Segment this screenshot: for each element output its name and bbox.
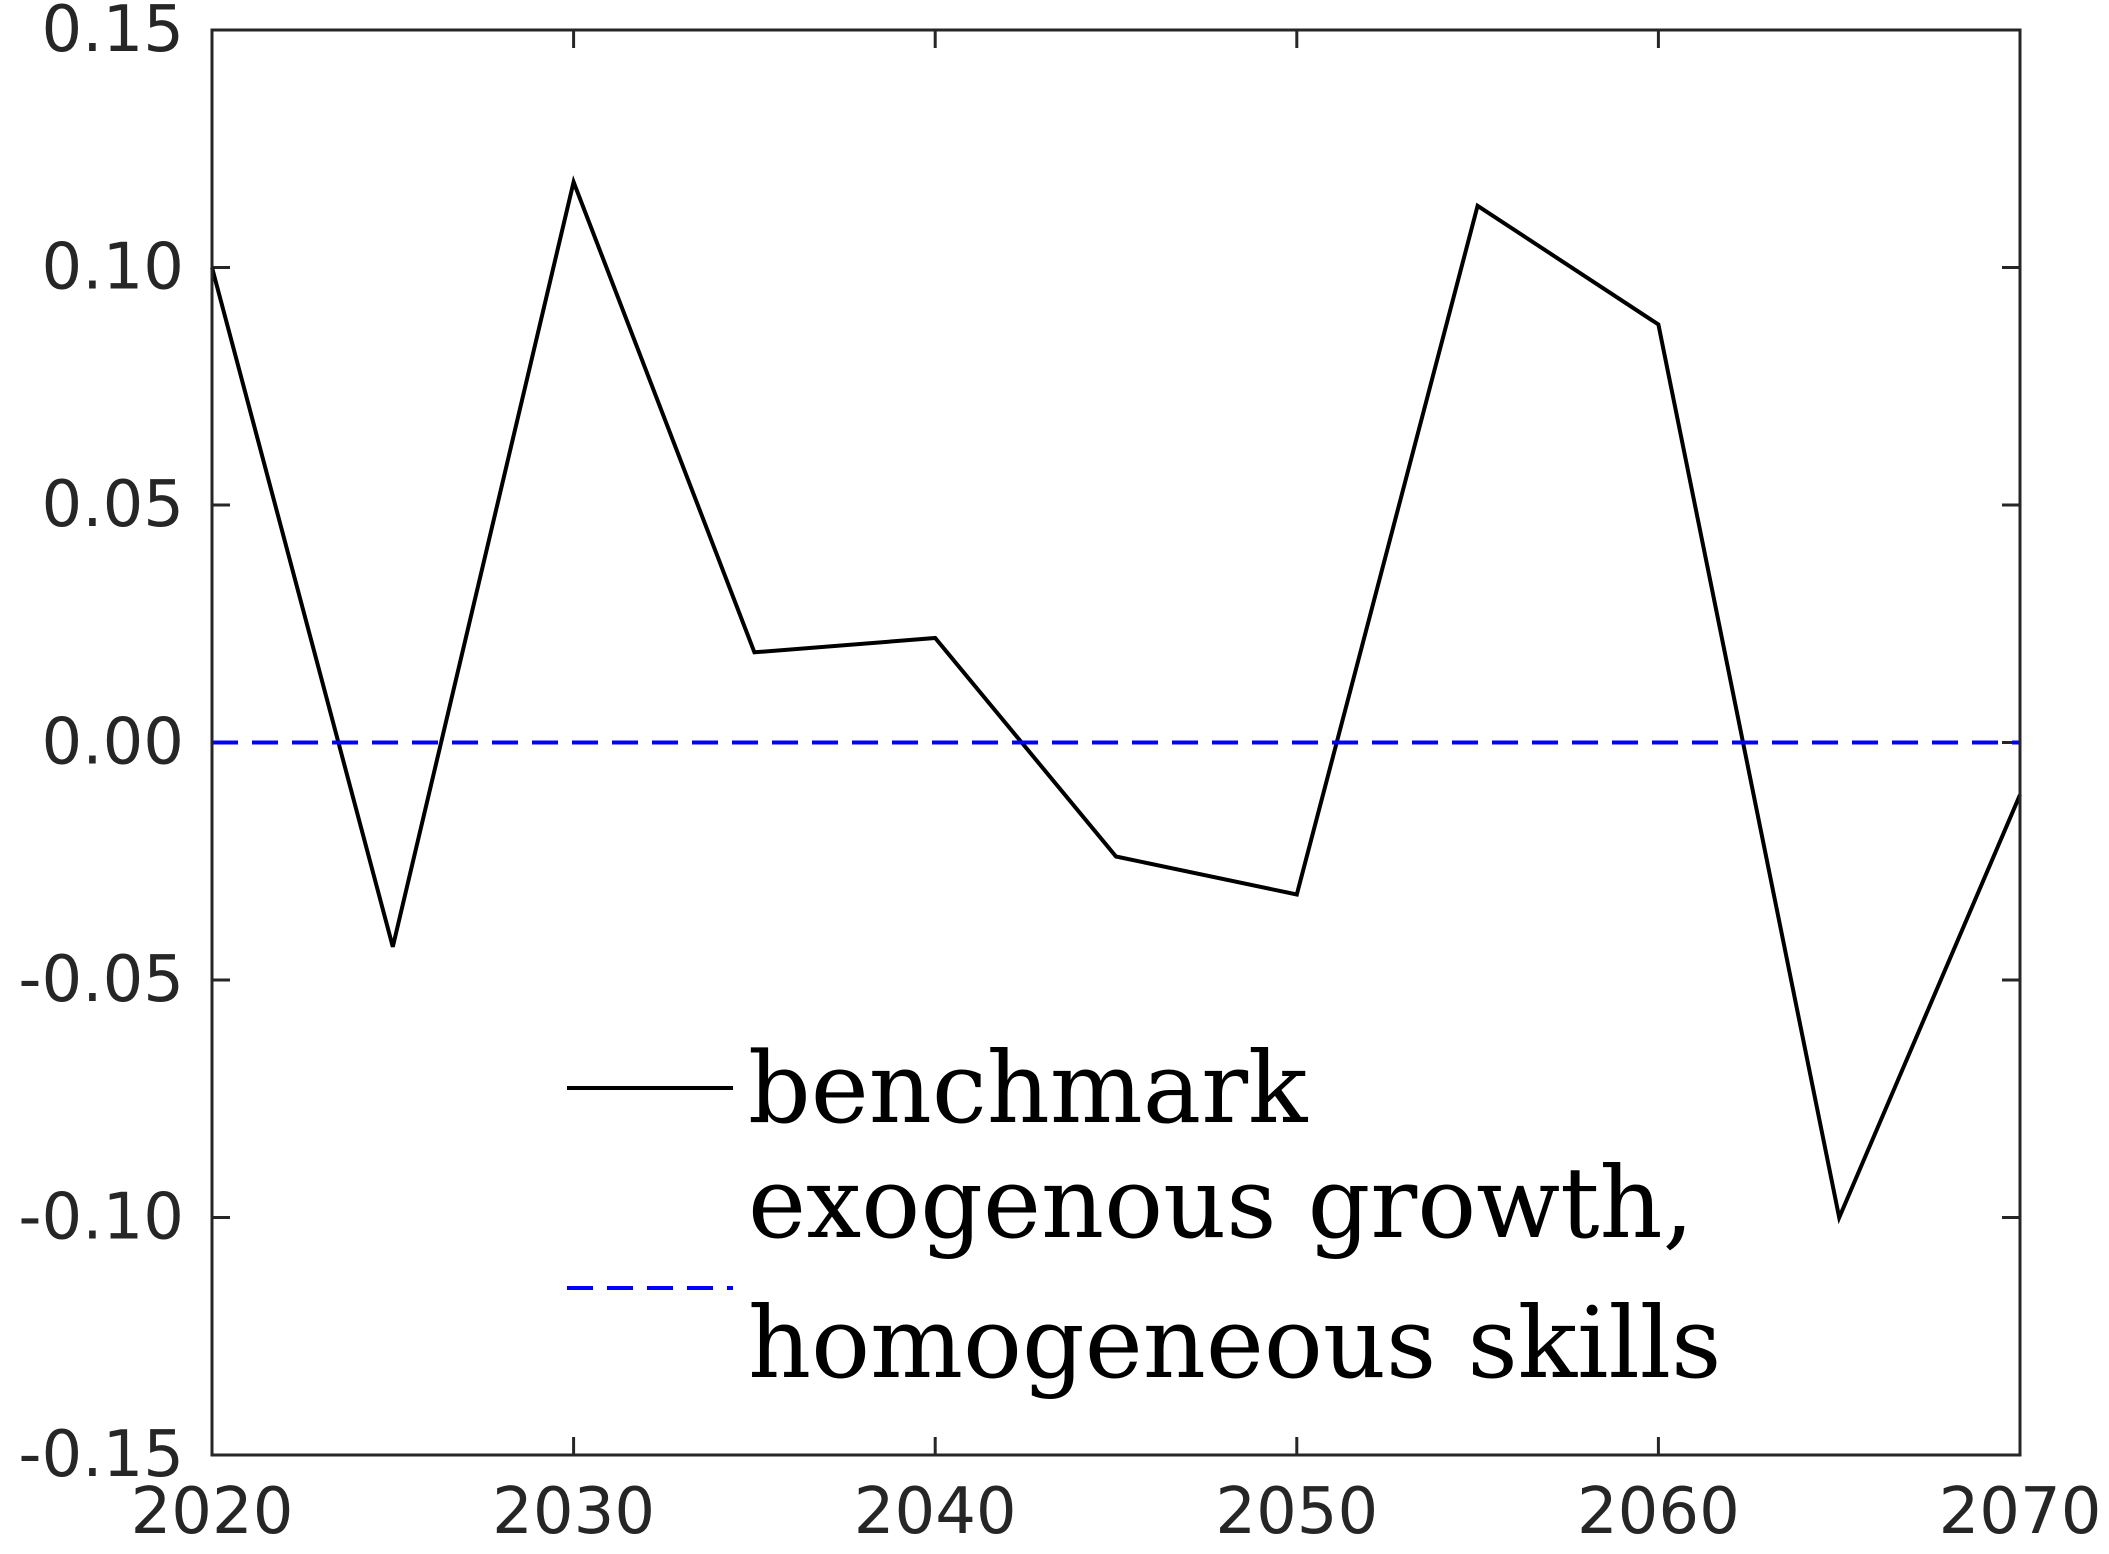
x-tick-label: 2050 bbox=[1215, 1475, 1378, 1549]
legend-label: homogeneous skills bbox=[748, 1287, 1721, 1401]
y-tick-label: -0.10 bbox=[18, 1181, 184, 1255]
legend-label: exogenous growth, bbox=[748, 1147, 1694, 1261]
y-tick-label: 0.15 bbox=[42, 0, 185, 67]
y-tick-label: -0.15 bbox=[18, 1418, 184, 1492]
y-tick-label: 0.00 bbox=[42, 706, 185, 780]
y-tick-label: 0.05 bbox=[42, 468, 185, 542]
series-line-benchmark bbox=[210, 175, 2022, 1225]
x-tick-label: 2040 bbox=[854, 1475, 1017, 1549]
legend-label: benchmark bbox=[748, 1032, 1309, 1146]
x-tick-label: 2070 bbox=[1939, 1475, 2102, 1549]
plot-frame bbox=[210, 28, 2022, 1457]
x-tick-label: 2020 bbox=[131, 1475, 294, 1549]
x-tick-label: 2060 bbox=[1577, 1475, 1740, 1549]
x-tick-labels: 2020 2030 2040 2050 2060 2070 bbox=[131, 1475, 2102, 1549]
x-tick-label: 2030 bbox=[492, 1475, 655, 1549]
y-tick-label: 0.10 bbox=[42, 231, 185, 305]
y-tick-labels: 0.15 0.10 0.05 0.00 -0.05 -0.10 -0.15 bbox=[18, 0, 184, 1492]
y-tick-label: -0.05 bbox=[18, 943, 184, 1017]
plot-series bbox=[210, 175, 2022, 1225]
